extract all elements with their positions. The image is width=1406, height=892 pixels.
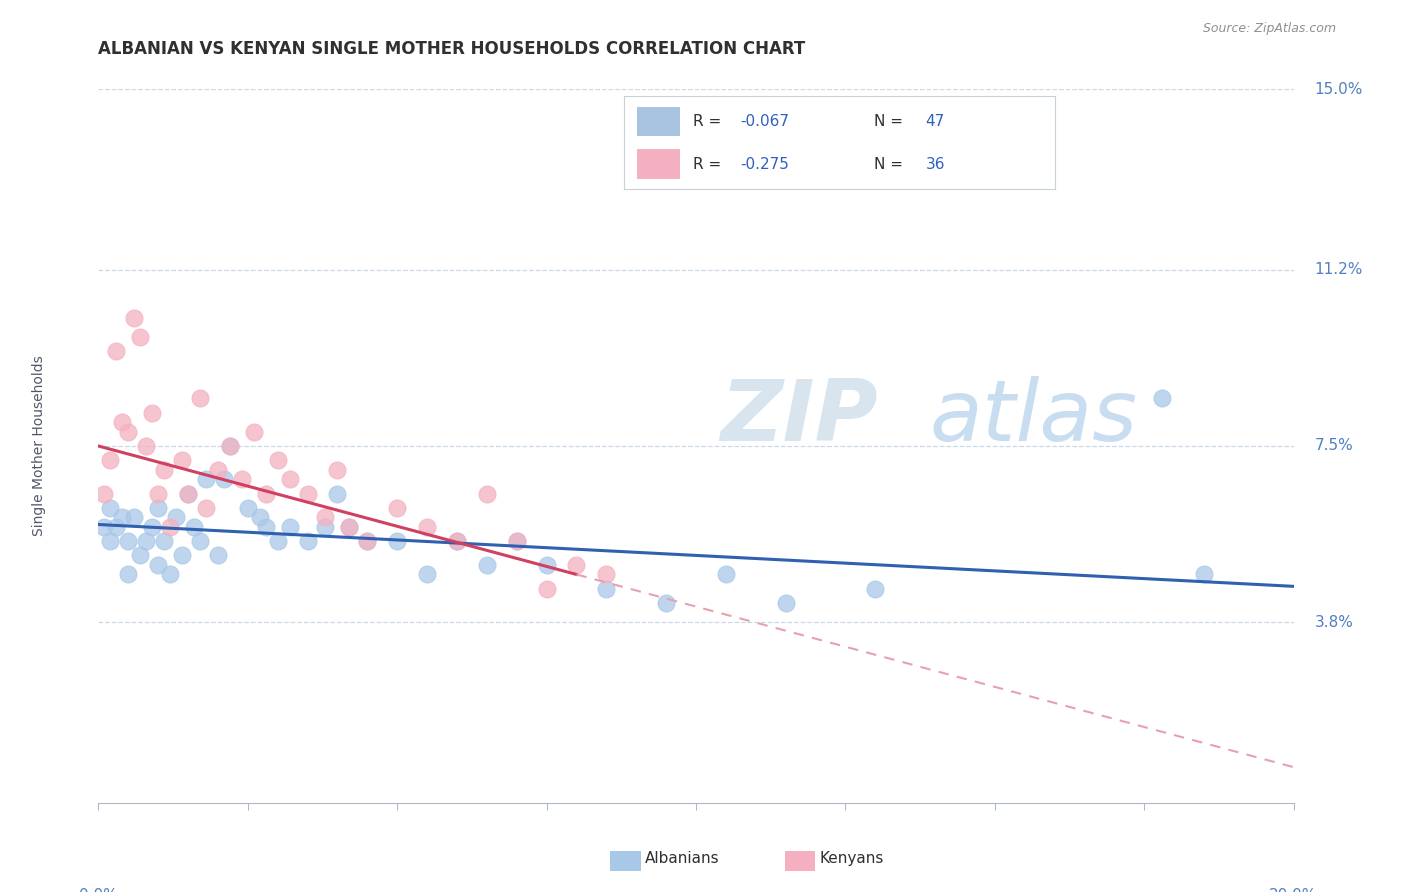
Point (278, 520, 301, 534)
Point (148, 558, 170, 572)
Point (1150, 392, 1173, 406)
Point (475, 486, 498, 500)
Point (194, 472, 218, 486)
Point (105, 343, 128, 358)
Point (297, 486, 319, 500)
Point (446, 534, 468, 549)
Point (124, 510, 146, 524)
Point (314, 510, 337, 524)
Point (267, 453, 290, 467)
Text: Albanians: Albanians (645, 851, 720, 865)
Text: 15.0%: 15.0% (1315, 82, 1362, 96)
Point (111, 510, 134, 524)
Point (249, 510, 271, 524)
Point (207, 463, 229, 477)
Point (267, 534, 290, 549)
Point (148, 500, 170, 515)
Point (117, 425, 139, 439)
Point (416, 567, 439, 582)
Point (117, 534, 139, 549)
Point (159, 567, 181, 582)
Point (254, 520, 277, 534)
Point (385, 500, 409, 515)
Point (148, 486, 170, 500)
Text: 3.8%: 3.8% (1315, 615, 1354, 630)
Text: ZIP: ZIP (720, 376, 877, 459)
Point (219, 439, 242, 453)
Point (188, 534, 211, 549)
Point (278, 472, 301, 486)
Point (475, 558, 498, 572)
Point (129, 549, 152, 563)
Point (326, 463, 349, 477)
Point (111, 415, 134, 429)
Point (117, 567, 139, 582)
Point (506, 534, 529, 549)
Point (714, 567, 737, 582)
Point (177, 486, 200, 500)
Point (188, 392, 211, 406)
Point (1192, 567, 1215, 582)
Text: 20.0%: 20.0% (1270, 888, 1317, 892)
Point (254, 486, 277, 500)
Point (326, 486, 349, 500)
Point (339, 520, 360, 534)
Point (159, 520, 181, 534)
Point (93, 520, 115, 534)
Text: ALBANIAN VS KENYAN SINGLE MOTHER HOUSEHOLDS CORRELATION CHART: ALBANIAN VS KENYAN SINGLE MOTHER HOUSEHO… (98, 40, 806, 58)
Point (863, 582, 886, 596)
Point (236, 500, 259, 515)
Point (98, 534, 122, 549)
Point (135, 439, 157, 453)
Point (105, 520, 128, 534)
Text: Kenyans: Kenyans (820, 851, 884, 865)
Point (183, 520, 205, 534)
Point (356, 534, 378, 549)
Point (536, 582, 558, 596)
Point (565, 558, 588, 572)
Point (595, 567, 617, 582)
Point (135, 534, 157, 549)
Text: 11.2%: 11.2% (1315, 262, 1362, 277)
Point (536, 558, 558, 572)
Text: 0.0%: 0.0% (79, 888, 118, 892)
Point (124, 310, 146, 325)
Point (655, 596, 678, 610)
Point (207, 549, 229, 563)
Point (98, 500, 122, 515)
Point (297, 534, 319, 549)
Point (446, 534, 468, 549)
Text: atlas: atlas (929, 376, 1137, 459)
Point (194, 500, 218, 515)
Point (314, 520, 337, 534)
Point (129, 329, 152, 343)
Point (93, 486, 115, 500)
Point (153, 534, 176, 549)
Point (177, 486, 200, 500)
Point (98, 453, 122, 467)
Text: 7.5%: 7.5% (1315, 439, 1353, 453)
Point (339, 520, 360, 534)
Point (141, 406, 163, 420)
Point (165, 510, 187, 524)
Text: Source: ZipAtlas.com: Source: ZipAtlas.com (1202, 22, 1336, 36)
Point (775, 596, 797, 610)
Point (506, 534, 529, 549)
Point (595, 582, 617, 596)
Point (172, 549, 194, 563)
Point (141, 520, 163, 534)
Point (416, 520, 439, 534)
Point (231, 472, 253, 486)
Point (356, 534, 378, 549)
Point (385, 534, 409, 549)
Point (243, 425, 266, 439)
Text: Single Mother Households: Single Mother Households (32, 356, 45, 536)
Point (153, 463, 176, 477)
Point (212, 472, 235, 486)
Point (219, 439, 242, 453)
Point (172, 453, 194, 467)
